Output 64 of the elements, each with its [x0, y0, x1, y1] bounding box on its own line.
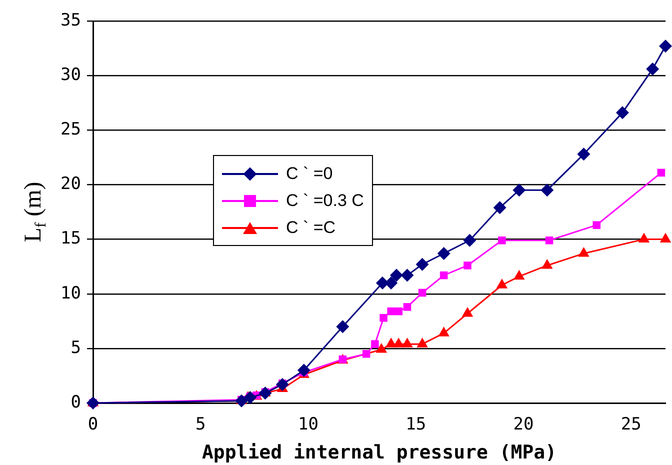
point	[384, 276, 398, 290]
point	[541, 258, 553, 269]
y-tick-label: 35	[60, 10, 81, 30]
point	[402, 338, 413, 348]
x-tick-label: 5	[195, 414, 206, 435]
x-tick-label: 20	[513, 414, 534, 435]
point	[416, 338, 428, 348]
point	[646, 62, 660, 76]
point	[418, 288, 426, 297]
point	[496, 278, 508, 288]
point	[577, 148, 590, 161]
point	[438, 326, 450, 336]
point	[403, 303, 412, 311]
y-axis-title: Lf (m)	[20, 182, 50, 242]
point	[512, 184, 526, 197]
x-tick-label: 15	[406, 414, 426, 435]
legend-label: C ` =0.3 C	[286, 190, 364, 210]
y-tick-label: 30	[60, 64, 81, 85]
point	[464, 262, 472, 270]
y-tick-label: 5	[70, 338, 81, 358]
x-tick-label: 10	[298, 414, 318, 435]
point	[380, 314, 388, 322]
x-tick-label: 25	[620, 414, 642, 435]
point	[659, 40, 672, 53]
point	[462, 307, 474, 317]
point	[493, 201, 506, 214]
point	[394, 307, 403, 316]
point	[297, 364, 310, 377]
point	[86, 396, 100, 410]
point	[416, 258, 429, 271]
x-tick-label: 0	[88, 414, 98, 435]
point	[498, 236, 506, 244]
point	[440, 271, 448, 280]
point	[387, 307, 395, 316]
point	[235, 394, 248, 408]
legend-label: C ` =0	[286, 164, 333, 184]
point	[463, 234, 476, 247]
point	[244, 391, 257, 404]
point	[276, 378, 289, 391]
point	[376, 343, 388, 353]
point	[660, 232, 672, 243]
legend-label: C ` =C	[286, 218, 336, 238]
point	[616, 106, 629, 120]
point	[392, 338, 404, 348]
point	[437, 246, 450, 260]
point	[540, 184, 554, 197]
point	[400, 268, 414, 282]
y-tick-label: 10	[60, 283, 81, 304]
point	[336, 320, 350, 334]
point	[390, 268, 403, 282]
y-tick-label: 25	[60, 120, 81, 140]
point	[592, 221, 601, 229]
point	[638, 232, 650, 243]
point	[514, 270, 525, 280]
point	[578, 246, 590, 257]
x-axis-title: Applied internal pressure (MPa)	[202, 442, 557, 464]
y-tick-label: 15	[60, 228, 81, 249]
point	[258, 386, 272, 400]
point	[657, 168, 666, 177]
y-tick-label: 0	[70, 392, 81, 412]
point	[545, 236, 554, 244]
point	[371, 340, 379, 348]
point	[362, 350, 370, 358]
y-tick-label: 20	[60, 174, 81, 194]
